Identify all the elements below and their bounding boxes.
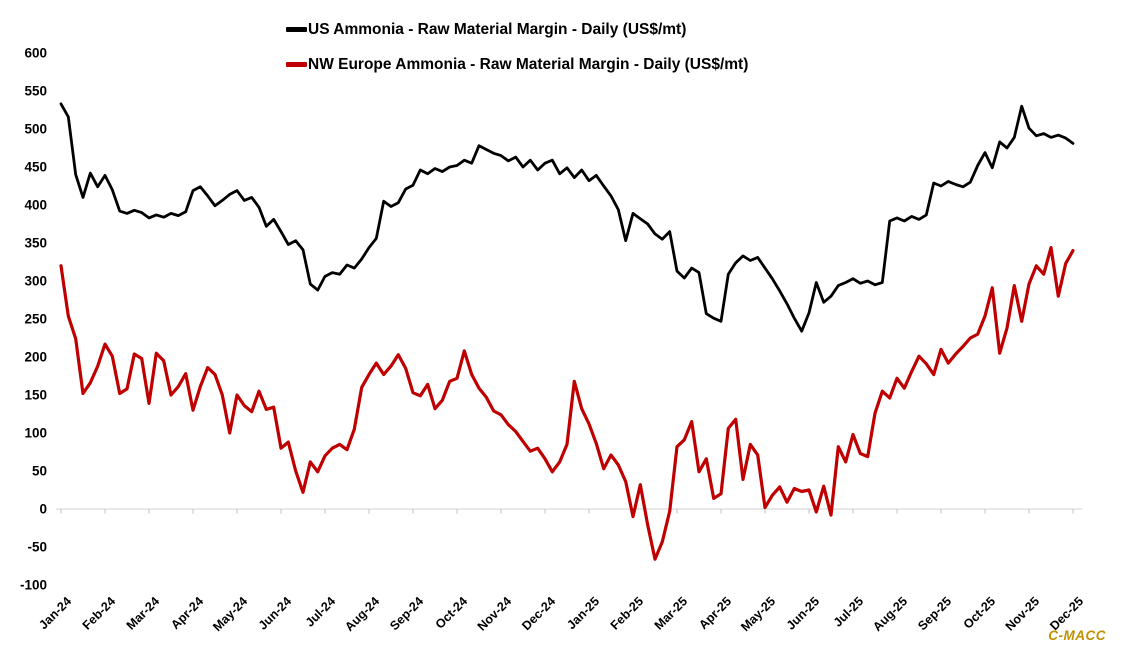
y-axis-label: 250 [24, 312, 47, 327]
x-axis-label: Feb-25 [608, 594, 646, 632]
x-axis-label: Dec-24 [519, 594, 558, 633]
y-axis-label: 0 [39, 502, 47, 517]
x-axis-label: May-25 [738, 594, 778, 634]
x-axis-label: Nov-24 [475, 594, 514, 633]
x-axis-label: Jul-25 [831, 594, 866, 629]
y-axis-label: 150 [24, 388, 47, 403]
legend-item-us: US Ammonia - Raw Material Margin - Daily… [286, 20, 748, 39]
y-axis-label: 400 [24, 198, 47, 213]
x-axis-label: Jan-25 [564, 594, 602, 632]
y-axis-label: 200 [24, 350, 47, 365]
y-axis-label: 500 [24, 122, 47, 137]
y-axis-label: -100 [20, 578, 47, 593]
x-axis-label: Nov-25 [1003, 594, 1042, 633]
y-axis-label: 600 [24, 46, 47, 61]
y-axis-label: 100 [24, 426, 47, 441]
legend: US Ammonia - Raw Material Margin - Daily… [286, 20, 748, 90]
y-axis-label: 300 [24, 274, 47, 289]
legend-label-nw-europe: NW Europe Ammonia - Raw Material Margin … [308, 55, 749, 73]
x-axis-label: Feb-24 [80, 594, 118, 632]
x-axis-label: Oct-24 [433, 594, 470, 631]
x-axis-label: Apr-25 [696, 594, 734, 632]
x-axis-label: May-24 [210, 594, 250, 634]
x-axis-label: Mar-24 [124, 594, 162, 632]
series-line-nw-europe [59, 246, 1075, 561]
x-axis-label: Sep-24 [387, 594, 426, 633]
y-axis-label: 450 [24, 160, 47, 175]
x-axis-label: Jul-24 [303, 594, 338, 629]
x-axis-label: Aug-24 [342, 594, 382, 634]
series-line-us [59, 102, 1075, 333]
y-axis-label: -50 [27, 540, 47, 555]
watermark-cmacc: C-MACC [1048, 628, 1106, 643]
y-axis-label: 550 [24, 84, 47, 99]
legend-marker-nw-europe-line [286, 62, 307, 67]
x-axis-label: Oct-25 [961, 594, 998, 631]
x-axis-label: Sep-25 [915, 594, 954, 633]
x-axis-label: Jun-24 [256, 594, 294, 632]
y-axis-label: 350 [24, 236, 47, 251]
x-axis-label: Mar-25 [652, 594, 690, 632]
legend-label-us: US Ammonia - Raw Material Margin - Daily… [308, 20, 687, 38]
x-axis-label: Apr-24 [168, 594, 206, 632]
legend-item-nw-europe: NW Europe Ammonia - Raw Material Margin … [286, 55, 748, 74]
x-axis-label: Jan-24 [36, 594, 74, 632]
x-axis-label: Jun-25 [784, 594, 822, 632]
y-axis-label: 50 [32, 464, 47, 479]
legend-marker-us-line [286, 27, 307, 32]
x-axis-label: Aug-25 [870, 594, 910, 634]
